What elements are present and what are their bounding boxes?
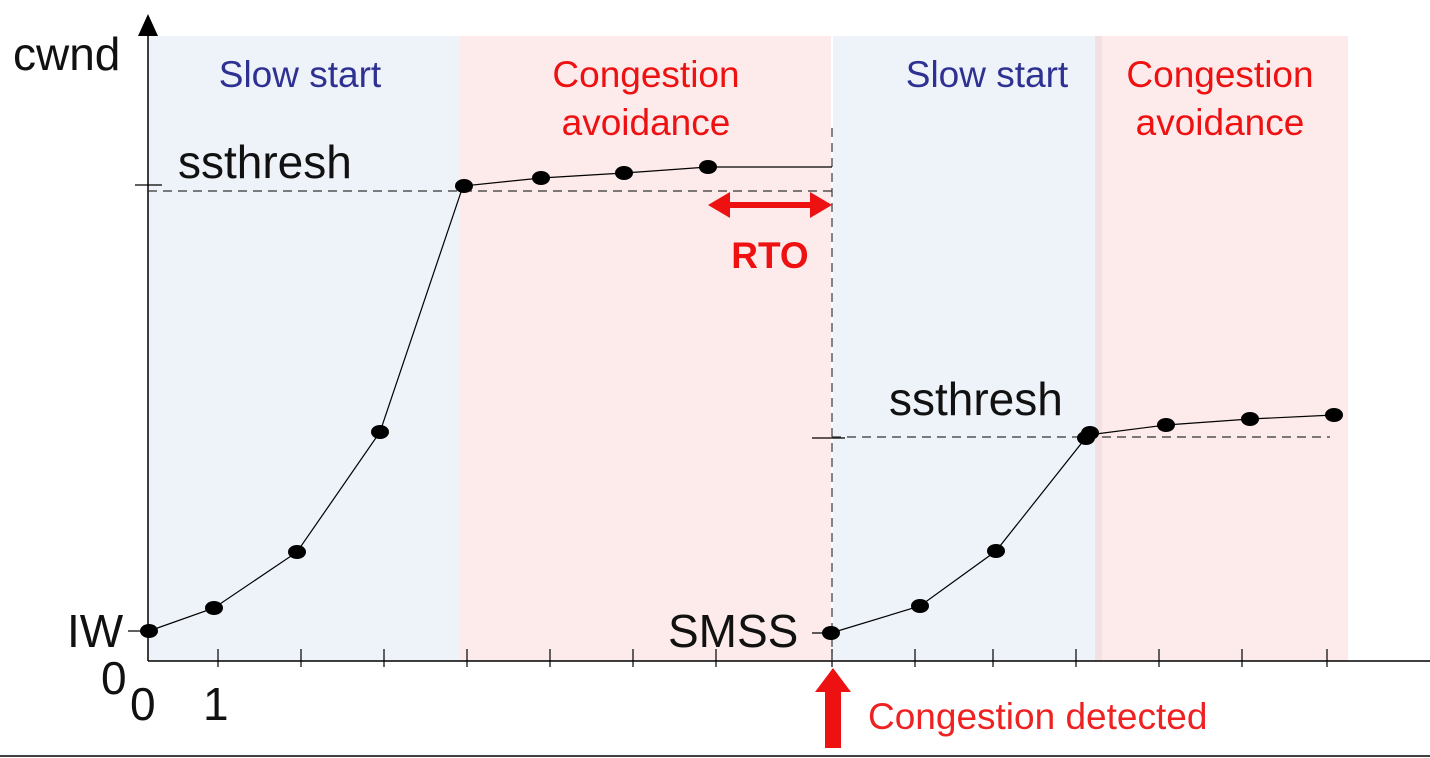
x-origin-label: 0 <box>130 678 156 730</box>
rto-double-arrow <box>708 192 832 218</box>
cwnd-point <box>1241 412 1259 426</box>
cwnd-point <box>1157 418 1175 432</box>
cwnd-point <box>615 166 633 180</box>
phase-bg-congestion-avoidance-1 <box>460 36 831 661</box>
cwnd-point <box>911 599 929 613</box>
rto-label: RTO <box>731 235 808 276</box>
cwnd-point <box>205 601 223 615</box>
smss-label: SMSS <box>668 605 798 657</box>
y-axis-label: cwnd <box>13 28 120 80</box>
phase-label-ca-2-line1: Congestion <box>1126 54 1313 95</box>
cwnd-point <box>371 425 389 439</box>
y-axis-arrowhead <box>138 14 158 36</box>
congestion-detected-arrow <box>815 668 851 748</box>
cwnd-point <box>699 160 717 174</box>
y-origin-label: 0 <box>101 652 127 704</box>
cwnd-point <box>140 624 158 638</box>
x-axis-ticks <box>217 649 1328 667</box>
cwnd-point <box>455 179 473 193</box>
cwnd-points <box>140 160 1343 640</box>
phase-label-slow-start-2: Slow start <box>906 54 1069 95</box>
phase-label-ca-1-line2: avoidance <box>562 102 731 143</box>
x-tick-label-1: 1 <box>203 678 229 730</box>
ssthresh-label-1: ssthresh <box>178 136 352 188</box>
phase-label-ca-1-line1: Congestion <box>552 54 739 95</box>
cwnd-point <box>288 545 306 559</box>
phase-label-slow-start-1: Slow start <box>219 54 382 95</box>
iw-label: IW <box>67 605 124 657</box>
phase-bg-congestion-avoidance-2 <box>1095 36 1348 661</box>
cwnd-point <box>1081 426 1099 440</box>
cwnd-point <box>987 544 1005 558</box>
cwnd-point <box>532 171 550 185</box>
ssthresh-label-2: ssthresh <box>889 373 1063 425</box>
phase-bg-slow-start-1 <box>148 36 460 661</box>
phase-label-ca-2-line2: avoidance <box>1136 102 1305 143</box>
congestion-detected-label: Congestion detected <box>868 696 1207 737</box>
cwnd-point <box>1325 408 1343 422</box>
cwnd-point <box>822 626 840 640</box>
phase-divider <box>1095 36 1102 661</box>
phase-bg-slow-start-2 <box>833 36 1095 661</box>
